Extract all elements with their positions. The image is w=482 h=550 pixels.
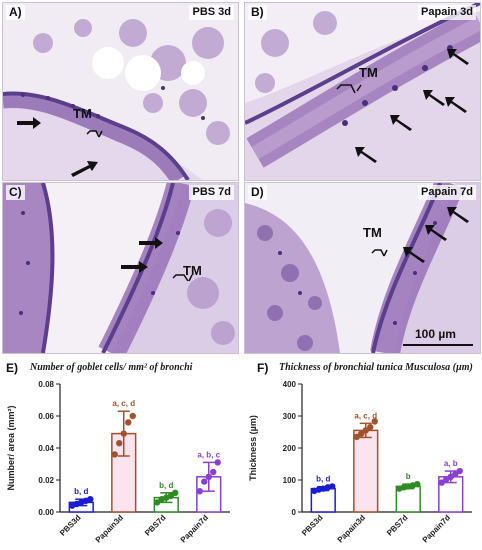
goblet-data-point (205, 473, 212, 480)
goblet-data-point (196, 488, 203, 495)
goblet-data-point (125, 419, 132, 426)
tm-label-d: TM (363, 225, 382, 240)
micrograph-b: B) Papain 3d TM (244, 2, 481, 181)
thickness-significance-label: b (406, 472, 411, 481)
thickness-x-tick-label: Papain3d (336, 513, 368, 545)
thickness-data-point (329, 483, 336, 490)
goblet-data-point (111, 451, 118, 458)
micrograph-a: A) PBS 3d TM (2, 2, 239, 181)
micrograph-a-image (3, 3, 238, 180)
chart-label-e: E) (6, 361, 18, 375)
chart-title-e: Number of goblet cells/ mm² of bronchi (30, 362, 193, 373)
panel-label-d: D) (248, 185, 267, 200)
goblet-y-tick-label: 0.00 (38, 508, 54, 517)
goblet-data-point (116, 440, 123, 447)
thickness-y-tick-label: 200 (283, 444, 297, 453)
micrograph-b-image (245, 3, 480, 180)
goblet-y-tick-label: 0.04 (38, 444, 54, 453)
thickness-x-tick-label: Papain7d (421, 513, 453, 545)
thickness-bar (353, 429, 379, 513)
thickness-y-tick-label: 100 (283, 476, 297, 485)
goblet-data-point (120, 430, 127, 437)
panel-title-c: PBS 7d (189, 185, 234, 200)
panel-title-b: Papain 3d (418, 5, 476, 20)
thickness-data-point (438, 479, 445, 486)
thickness-data-point (452, 471, 459, 478)
goblet-significance-label: a, b, c (197, 450, 220, 459)
goblet-data-point (210, 468, 217, 476)
goblet-y-tick-label: 0.02 (38, 476, 54, 485)
micrograph-d-image (245, 183, 480, 353)
goblet-data-point (129, 412, 136, 420)
goblet-y-tick-label: 0.08 (38, 380, 54, 389)
goblet-data-point (87, 496, 94, 503)
goblet-cells-chart: 0.00 0.02 0.04 0.06 0.08 Number/ area (mm²) b,… (6, 380, 230, 545)
goblet-y-tick-label: 0.06 (38, 412, 54, 421)
thickness-significance-label: a, c, d (354, 411, 377, 420)
thickness-y-tick-label: 0 (292, 508, 297, 517)
micrograph-d: D) Papain 7d TM 100 µm (244, 182, 481, 354)
goblet-significance-label: a, c, d (112, 399, 135, 408)
goblet-x-tick-label: PBS3d (58, 513, 83, 538)
thickness-data-point (414, 480, 421, 488)
goblet-data-point (201, 478, 208, 485)
tm-label-a: TM (73, 106, 92, 121)
goblet-data-point (214, 459, 221, 466)
thickness-y-axis-label: Thickness (µm) (248, 415, 258, 481)
goblet-x-tick-label: Papain3d (94, 513, 126, 545)
thickness-x-tick-label: PBS7d (385, 513, 410, 538)
goblet-significance-label: b, d (74, 487, 88, 496)
thickness-y-tick-label: 300 (283, 412, 297, 421)
goblet-x-tick-label: PBS7d (143, 513, 168, 538)
tm-label-c: TM (183, 263, 202, 278)
thickness-data-point (367, 424, 374, 431)
musculosa-thickness-chart: 0 100 200 300 400 Thickness (µm) b, d PBS3d a, c… (248, 380, 472, 545)
chart-title-f: Thickness of bronchial tunica Musculosa … (279, 362, 473, 373)
thickness-x-tick-label: PBS3d (300, 513, 325, 538)
chart-label-f: F) (257, 361, 269, 375)
panel-label-b: B) (248, 5, 267, 20)
panel-title-d: Papain 7d (418, 185, 476, 200)
thickness-significance-label: a, b (444, 459, 458, 468)
micrograph-c-image (3, 183, 238, 353)
thickness-data-point (362, 427, 369, 434)
thickness-data-point (371, 418, 378, 425)
goblet-x-tick-label: Papain7d (179, 513, 211, 545)
panel-label-a: A) (6, 5, 25, 20)
goblet-data-point (172, 489, 179, 496)
tm-label-b: TM (359, 65, 378, 80)
thickness-data-point (358, 430, 365, 437)
thickness-significance-label: b, d (316, 475, 330, 484)
goblet-data-point (154, 499, 161, 506)
goblet-significance-label: b, d (159, 481, 173, 490)
panel-label-c: C) (6, 185, 25, 200)
panel-title-a: PBS 3d (189, 5, 234, 20)
thickness-data-point (353, 433, 360, 440)
micrograph-c: C) PBS 7d TM (2, 182, 239, 354)
goblet-data-point (167, 492, 174, 500)
scale-bar-label: 100 µm (415, 327, 456, 341)
goblet-y-axis-label: Number/ area (mm²) (6, 405, 16, 490)
thickness-data-point (456, 467, 463, 475)
thickness-y-tick-label: 400 (283, 380, 297, 389)
